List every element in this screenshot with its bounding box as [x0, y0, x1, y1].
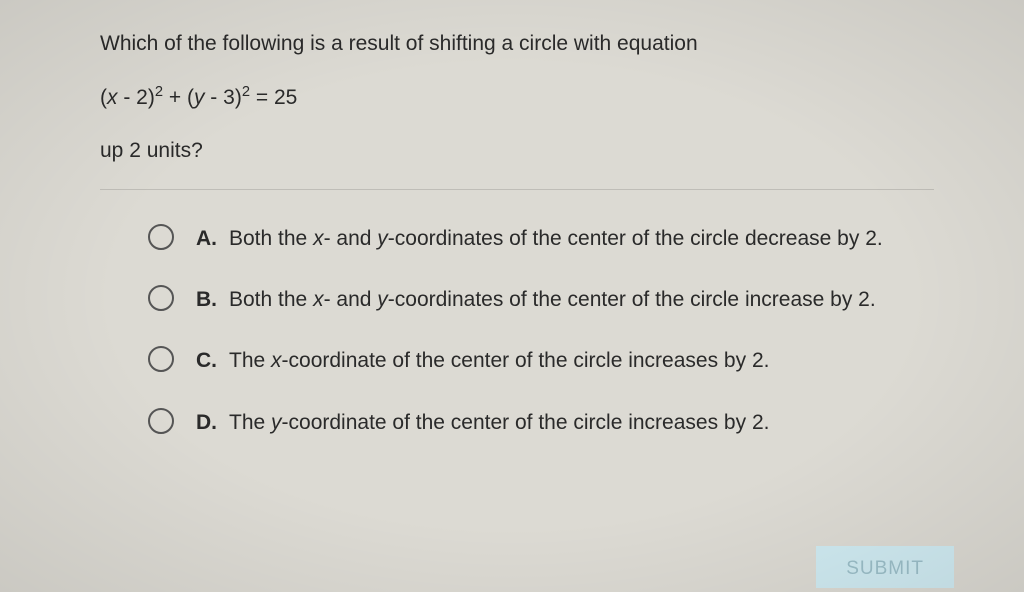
submit-button[interactable]: SUBMIT	[816, 546, 954, 588]
choice-letter: D.	[196, 408, 217, 437]
submit-wrap: SUBMIT	[816, 546, 954, 588]
eq-x-shift: 2	[136, 86, 148, 109]
choice-body: B. Both the x- and y-coordinates of the …	[196, 285, 876, 314]
stem-line-1: Which of the following is a result of sh…	[100, 28, 934, 60]
radio-icon[interactable]	[148, 285, 174, 311]
choice-letter: A.	[196, 224, 217, 253]
choice-text: Both the x- and y-coordinates of the cen…	[229, 285, 876, 314]
stem-line-3: up 2 units?	[100, 135, 934, 167]
radio-icon[interactable]	[148, 408, 174, 434]
choice-d[interactable]: D. The y-coordinate of the center of the…	[148, 408, 894, 437]
eq-y-shift: 3	[223, 86, 235, 109]
radio-icon[interactable]	[148, 346, 174, 372]
choice-c[interactable]: C. The x-coordinate of the center of the…	[148, 346, 894, 375]
answer-choices: A. Both the x- and y-coordinates of the …	[100, 224, 934, 438]
choice-b[interactable]: B. Both the x- and y-coordinates of the …	[148, 285, 894, 314]
choice-letter: B.	[196, 285, 217, 314]
question-stem: Which of the following is a result of sh…	[100, 28, 934, 167]
choice-body: A. Both the x- and y-coordinates of the …	[196, 224, 883, 253]
stem-equation: (x - 2)2 + (y - 3)2 = 25	[100, 82, 934, 114]
eq-rhs: 25	[274, 86, 297, 109]
choice-text: The x-coordinate of the center of the ci…	[229, 346, 769, 375]
choice-letter: C.	[196, 346, 217, 375]
choice-a[interactable]: A. Both the x- and y-coordinates of the …	[148, 224, 894, 253]
choice-body: D. The y-coordinate of the center of the…	[196, 408, 769, 437]
question-container: Which of the following is a result of sh…	[0, 0, 1024, 437]
choice-body: C. The x-coordinate of the center of the…	[196, 346, 769, 375]
stem-divider	[100, 189, 934, 190]
radio-icon[interactable]	[148, 224, 174, 250]
choice-text: Both the x- and y-coordinates of the cen…	[229, 224, 883, 253]
choice-text: The y-coordinate of the center of the ci…	[229, 408, 769, 437]
